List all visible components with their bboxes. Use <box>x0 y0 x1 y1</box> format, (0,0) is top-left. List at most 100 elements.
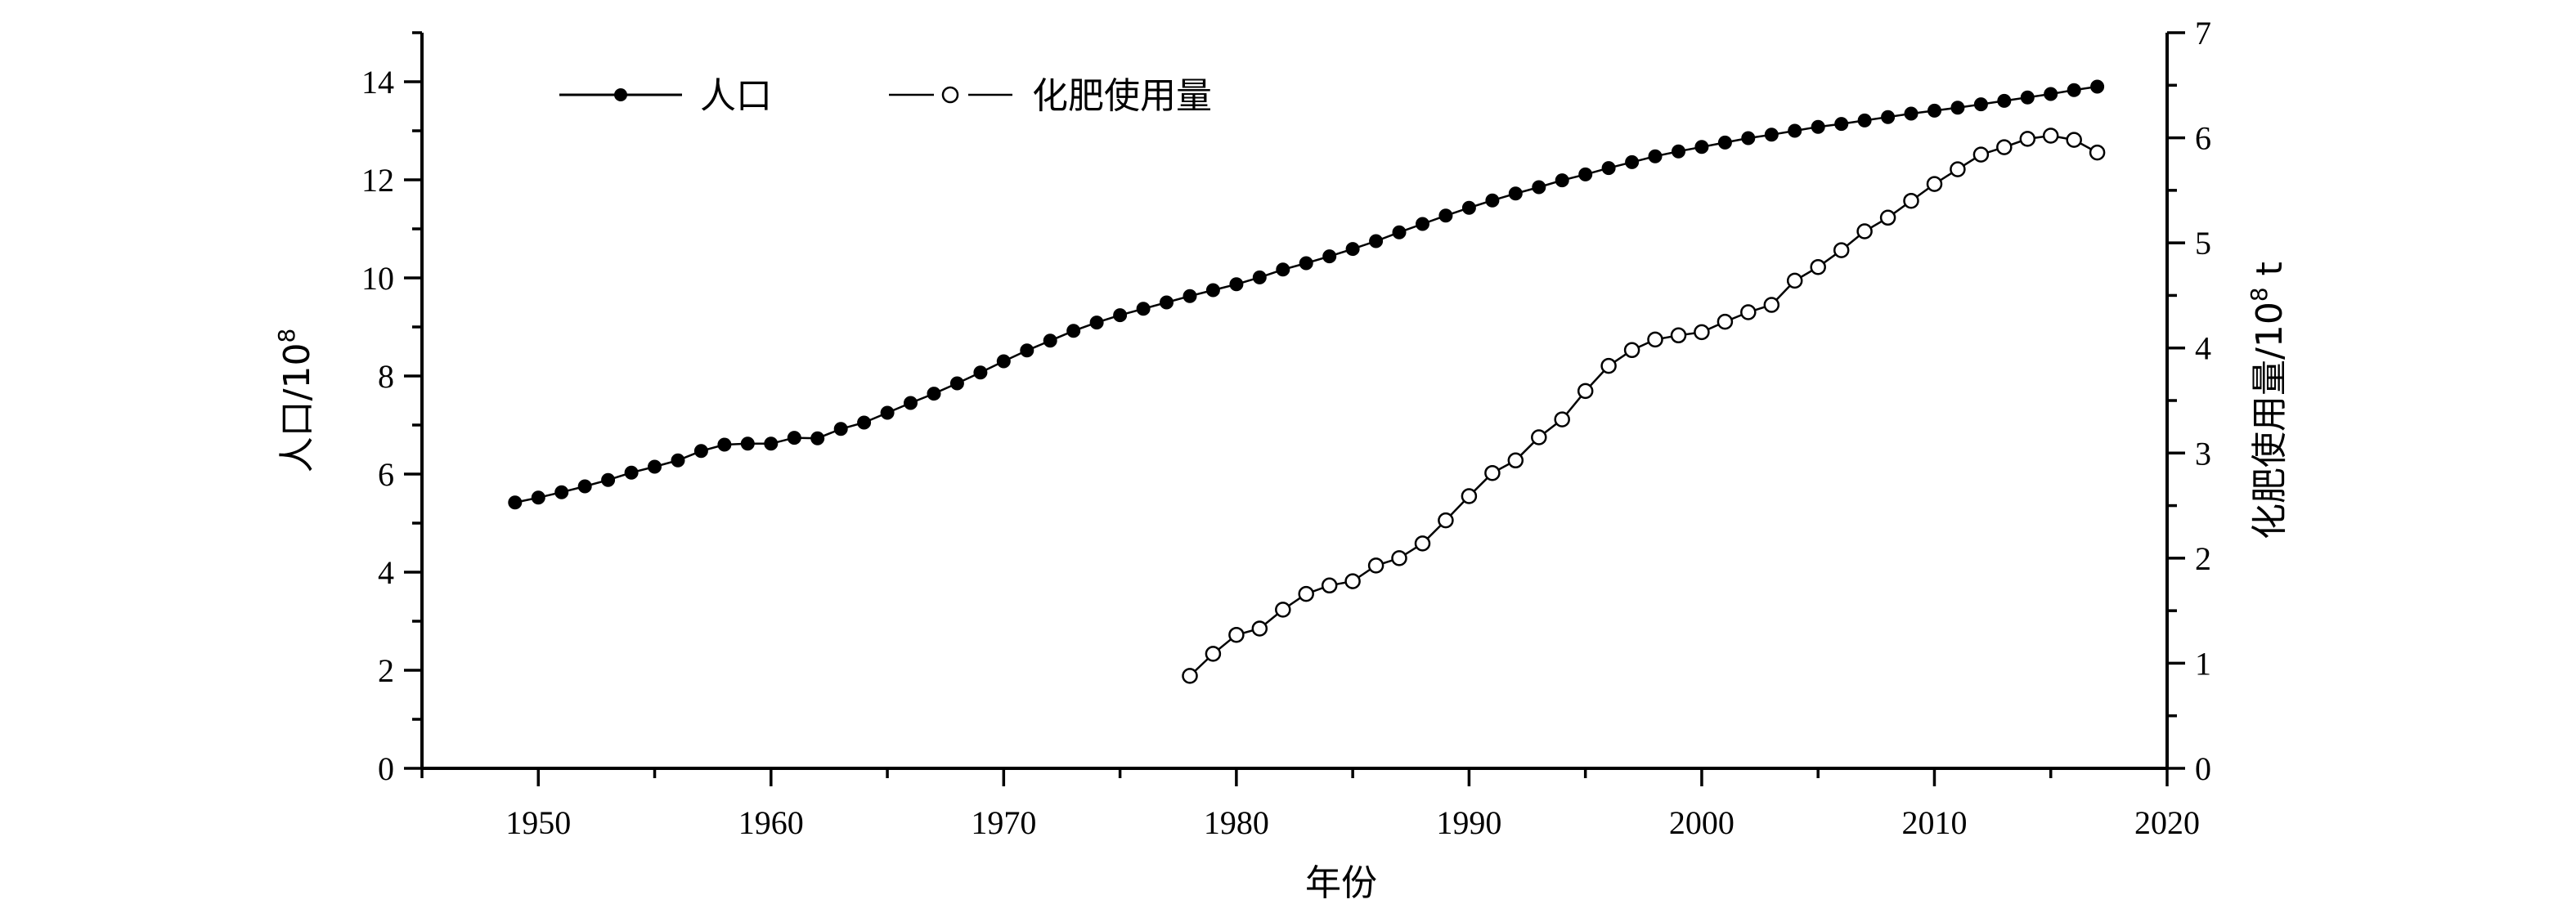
population-point <box>717 437 732 452</box>
population-point <box>554 485 569 499</box>
left-y-axis-title-exponent: 8 <box>273 329 300 343</box>
series-population <box>508 79 2105 510</box>
population-point <box>1997 93 2012 108</box>
right-y-axis-title: 化肥使用量/108 t <box>2246 262 2291 539</box>
population-point <box>1601 161 1616 176</box>
population-point <box>1369 234 1384 248</box>
fertilizer-point <box>1275 602 1291 618</box>
population-point <box>531 490 545 505</box>
x-tick-label: 1990 <box>1436 804 1501 841</box>
fertilizer-point <box>1996 139 2013 155</box>
population-point <box>880 405 895 420</box>
x-tick-label: 2010 <box>1901 804 1967 841</box>
population-point <box>624 465 639 480</box>
legend-label-fertilizer: 化肥使用量 <box>1032 75 1212 117</box>
fertilizer-point <box>1391 550 1407 566</box>
fertilizer-point <box>1950 161 1966 177</box>
population-point <box>671 453 685 468</box>
left-y-tick-label: 12 <box>361 162 394 199</box>
population-point <box>1578 167 1593 181</box>
fertilizer-point <box>1694 324 1710 341</box>
fertilizer-point <box>1414 535 1431 552</box>
fertilizer-point <box>1647 331 1663 348</box>
population-point <box>1183 289 1197 303</box>
population-point <box>2020 90 2035 105</box>
population-point <box>1508 186 1523 201</box>
population-point <box>1113 308 1128 323</box>
right-y-axis-title-main: 化肥使用量/10 <box>2249 302 2291 539</box>
fertilizer-point <box>1903 192 1919 209</box>
population-point <box>833 422 848 436</box>
right-y-tick-label: 5 <box>2195 225 2211 262</box>
left-y-tick-label: 0 <box>378 750 394 787</box>
population-point <box>2067 83 2081 97</box>
population-point <box>740 436 755 451</box>
fertilizer-point <box>1531 429 1547 445</box>
legend: 人口 化肥使用量 <box>559 75 1212 117</box>
fertilizer-point <box>2089 144 2106 161</box>
population-point <box>1299 256 1313 271</box>
population-point <box>1764 128 1779 142</box>
population-point <box>1160 295 1174 310</box>
right-y-tick-label: 0 <box>2195 750 2211 787</box>
population-point <box>1857 113 1872 128</box>
population-point <box>1694 140 1709 154</box>
fertilizer-point <box>1344 573 1361 589</box>
population-point <box>904 396 918 410</box>
fertilizer-point <box>1577 383 1594 400</box>
legend-marker-population <box>614 88 627 101</box>
fertilizer-point <box>1554 411 1570 427</box>
right-y-axis-title-exponent: 8 <box>2246 287 2273 302</box>
fertilizer-point <box>1205 646 1222 662</box>
population-point <box>1788 123 1802 138</box>
x-tick-label: 1980 <box>1204 804 1269 841</box>
population-point <box>810 431 825 445</box>
population-point <box>927 387 941 401</box>
left-y-tick-label: 2 <box>378 652 394 689</box>
fertilizer-line <box>1189 134 2098 677</box>
population-point <box>2090 79 2105 94</box>
left-y-axis-title-main: 人口/10 <box>276 343 318 473</box>
x-tick-label: 2000 <box>1669 804 1735 841</box>
population-point <box>764 436 779 451</box>
fertilizer-point <box>1786 272 1803 289</box>
population-point <box>1461 200 1476 215</box>
population-point <box>648 459 662 474</box>
population-point <box>1136 302 1151 316</box>
population-point <box>1904 106 1919 121</box>
population-point <box>1973 97 1988 112</box>
population-point <box>1229 277 1244 292</box>
x-tick-label: 1960 <box>738 804 804 841</box>
population-point <box>1066 324 1081 338</box>
fertilizer-point <box>2066 132 2082 148</box>
population-point <box>1252 270 1267 284</box>
x-tick-label: 1950 <box>505 804 571 841</box>
fertilizer-point <box>1833 242 1850 258</box>
left-y-axis-title: 人口/108 <box>273 329 318 473</box>
x-tick-label: 1970 <box>971 804 1036 841</box>
population-point <box>1950 101 1965 115</box>
series-fertilizer <box>1182 128 2106 684</box>
left-y-tick-label: 14 <box>361 64 394 101</box>
fertilizer-point <box>1600 357 1617 374</box>
left-y-tick-label: 8 <box>378 358 394 395</box>
right-y-tick-label: 6 <box>2195 120 2211 157</box>
population-point <box>973 365 988 380</box>
population-point <box>1717 135 1732 150</box>
fertilizer-point <box>2042 128 2059 144</box>
fertilizer-point <box>1926 176 1943 192</box>
population-point <box>601 472 616 487</box>
right-y-axis-ticks: 0 1 2 3 4 5 6 7 <box>2167 15 2211 787</box>
left-y-tick-label: 10 <box>361 260 394 297</box>
fertilizer-point <box>1810 258 1826 275</box>
population-point <box>1928 103 1941 118</box>
fertilizer-point <box>1298 585 1314 602</box>
population-point <box>787 431 801 445</box>
x-axis-title: 年份 <box>1305 862 1377 904</box>
population-point <box>1089 316 1104 330</box>
population-point <box>1811 119 1825 134</box>
population-point <box>1625 154 1640 169</box>
population-point <box>1345 242 1360 257</box>
population-point <box>1276 262 1290 277</box>
right-y-tick-label: 7 <box>2195 15 2211 51</box>
